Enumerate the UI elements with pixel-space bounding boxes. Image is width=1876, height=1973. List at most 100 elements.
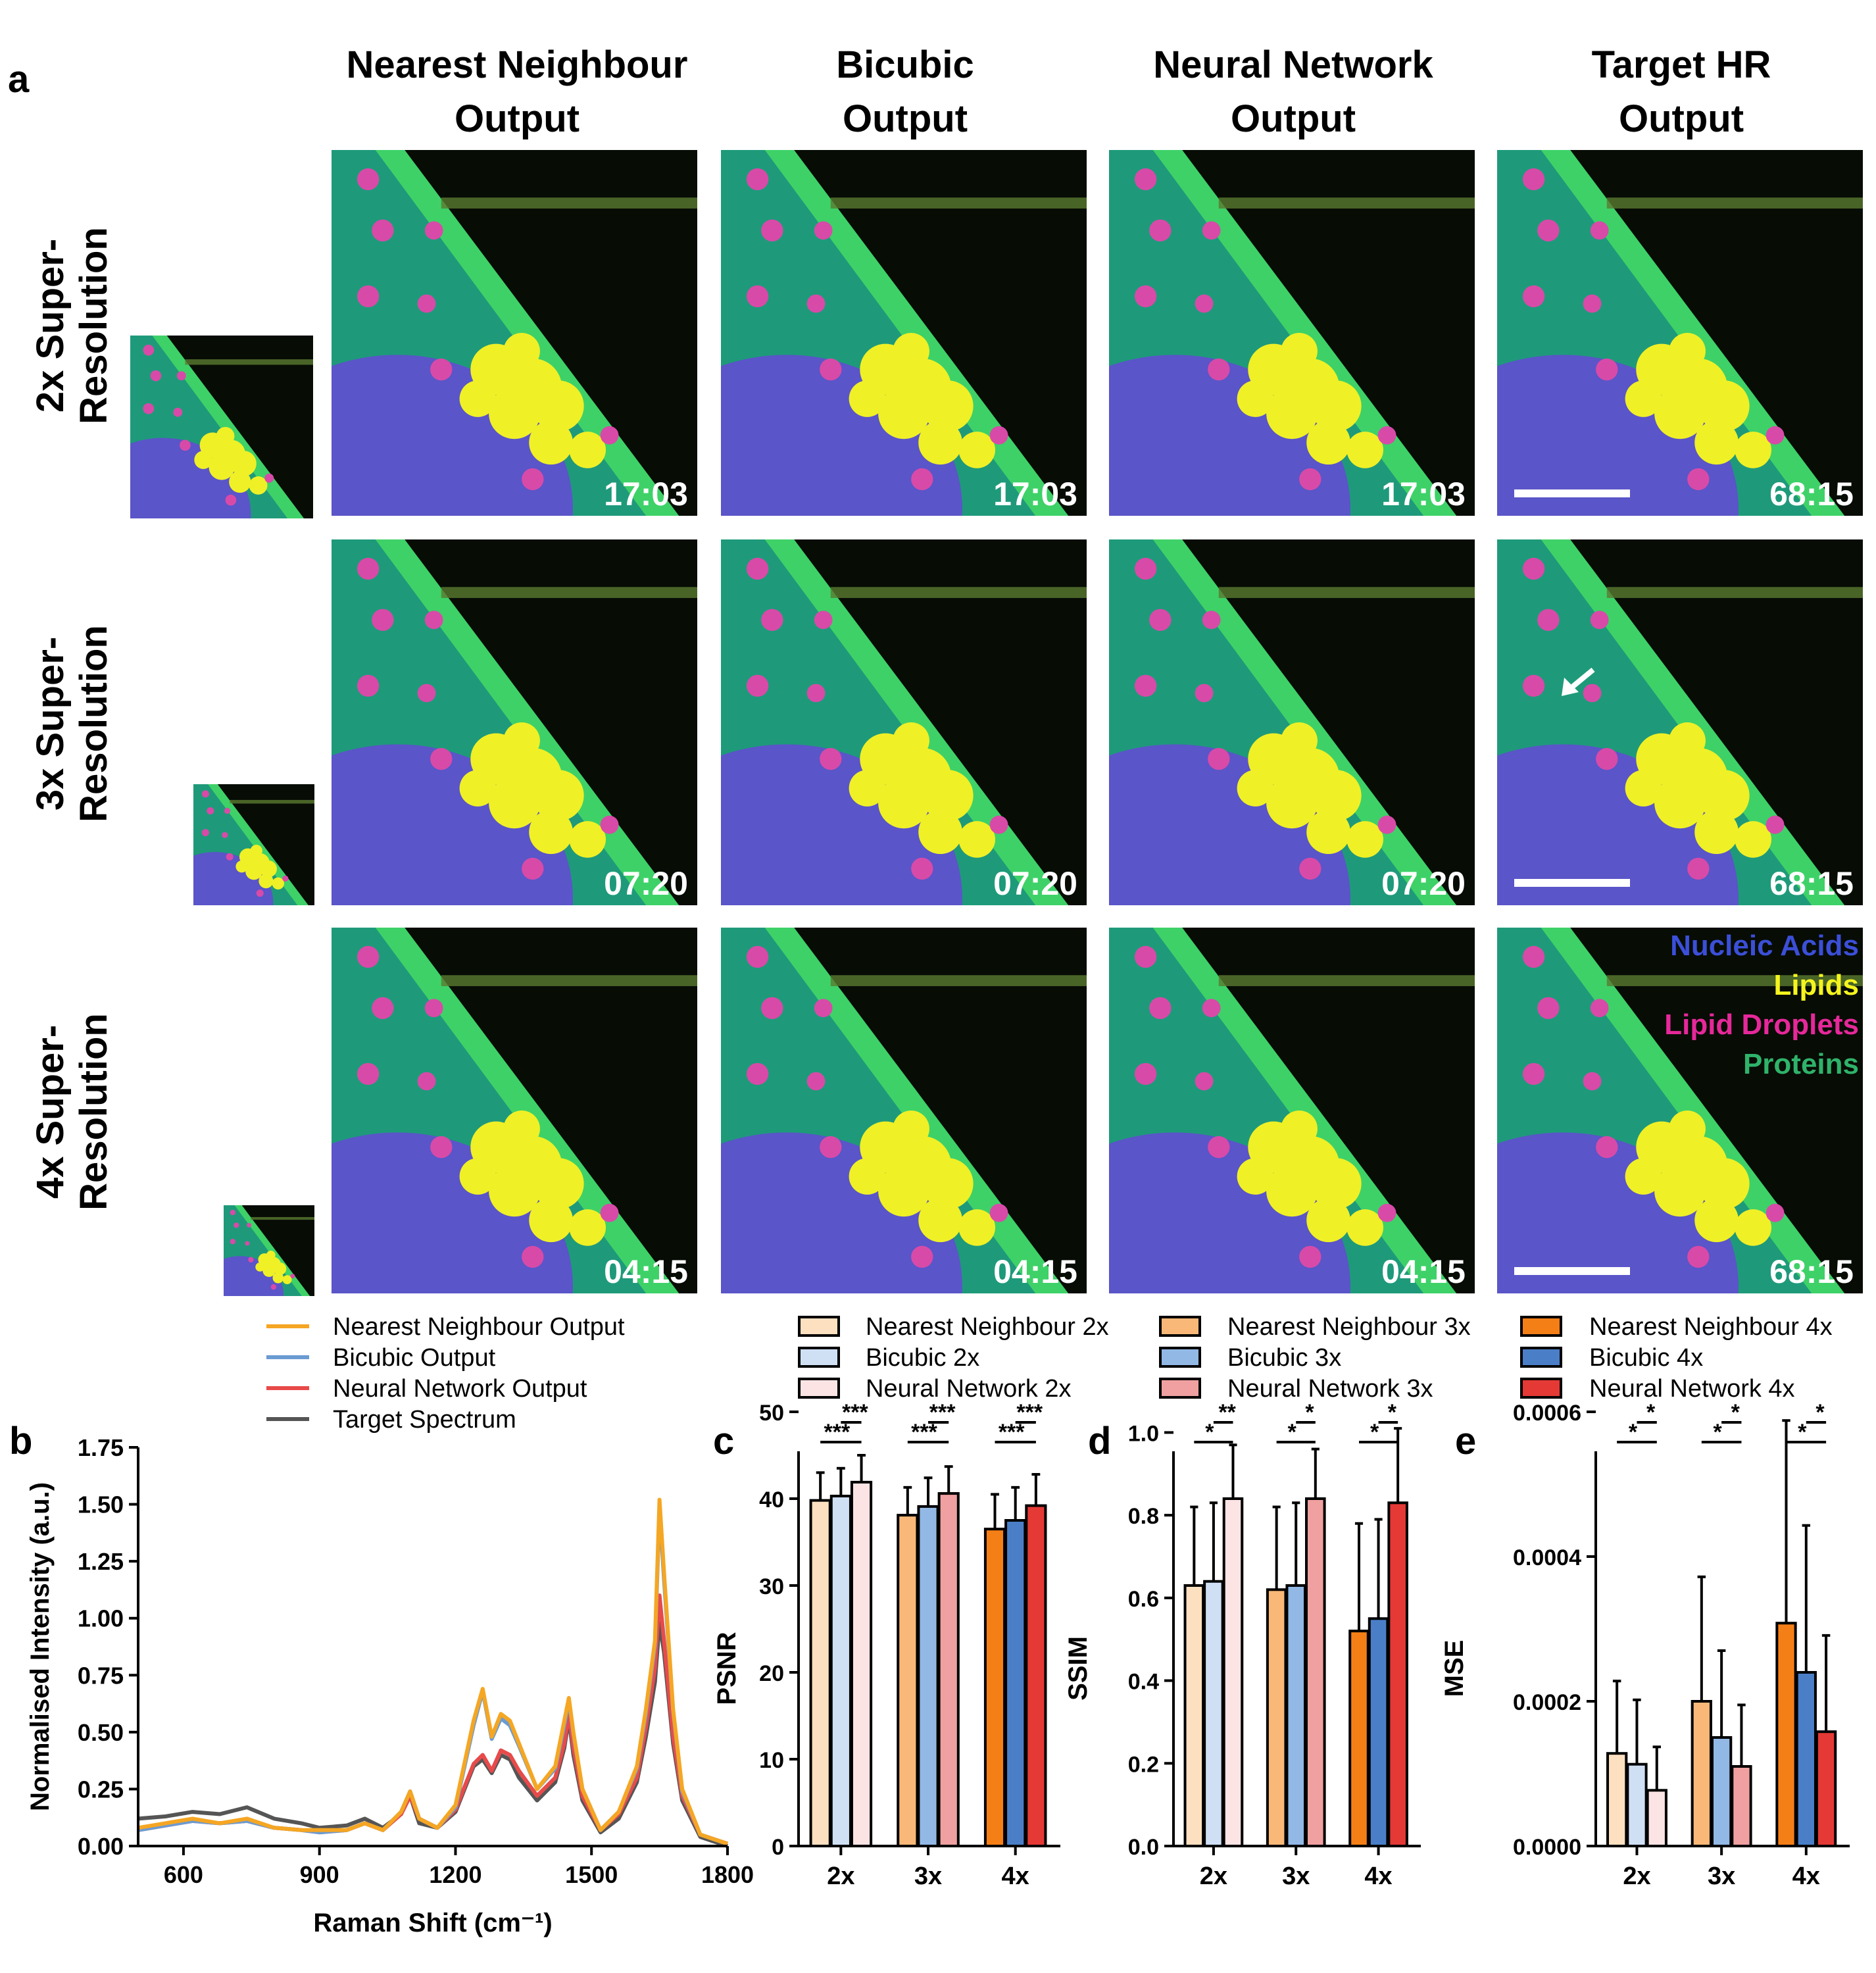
- thumbnail-4x-droplet-2: [247, 1222, 252, 1228]
- y-tick-label: 0.0006: [1513, 1401, 1581, 1426]
- y-tick-label: 30: [759, 1574, 784, 1599]
- image-row3x-col3-droplet-3: [1522, 674, 1545, 697]
- image-row2x-col0-lipid-6: [569, 432, 606, 468]
- row-header-4x-line1: 4x Super-: [29, 1025, 72, 1199]
- image-row2x-col2-lipid-2: [1266, 387, 1318, 439]
- image-row4x-col1-droplet-6: [911, 1245, 933, 1268]
- image-row3x-col0-droplet-6: [522, 857, 544, 880]
- y-tick-label: 0.25: [78, 1776, 124, 1803]
- image-row2x-col1-droplet-2: [814, 221, 833, 240]
- significance-label: *: [1305, 1400, 1314, 1425]
- thumbnail-3x-droplet-2: [224, 807, 231, 814]
- image-row2x-col3-droplet-1: [1537, 219, 1560, 241]
- thumbnail-2x-droplet-1: [150, 370, 162, 382]
- image-row3x-col3-membrane: [1541, 539, 1845, 905]
- image-row3x-col0-droplet-1: [372, 609, 394, 631]
- image-row3x-col1-lipid-6: [958, 821, 995, 858]
- image-row4x-col3-droplet-6: [1687, 1245, 1710, 1268]
- image-row3x-col3-lipid-3: [1698, 770, 1750, 822]
- image-row4x-col0-fibre: [441, 975, 697, 986]
- thumbnail-3x-lipid-3: [260, 860, 277, 878]
- bar: [1710, 1736, 1733, 1847]
- image-row3x-col1-droplet-3: [746, 674, 769, 697]
- row-header-3x-line2: Resolution: [72, 625, 115, 822]
- image-row3x-col2-droplet-5: [1208, 747, 1230, 770]
- image-row3x-col0: [332, 539, 697, 905]
- image-row2x-col0-droplet-0: [357, 168, 380, 191]
- image-row3x-col2-droplet-1: [1149, 609, 1172, 631]
- row-header-2x-line1: 2x Super-: [29, 239, 72, 412]
- image-row4x-col3-droplet-1: [1537, 997, 1560, 1019]
- image-row4x-col3-droplet-2: [1590, 999, 1609, 1018]
- x-tick-label: 2x: [1623, 1862, 1650, 1890]
- bar: [1183, 1584, 1205, 1847]
- image-row2x-col1-droplet-0: [746, 168, 769, 191]
- image-row4x-col0-droplet-6: [522, 1245, 544, 1268]
- image-row4x-col1: [721, 928, 1087, 1293]
- image-row2x-col1-lipid-5: [849, 380, 886, 417]
- bar: [1731, 1765, 1752, 1847]
- image-row3x-col2-lipid-5: [1237, 770, 1274, 807]
- chart-e: 2x 3x 4x * * * * * * 0.0000 0.0002 0.0004 0.0006 MSE: [1440, 1400, 1850, 1890]
- image-row3x-col0-droplet-3: [357, 674, 380, 697]
- y-tick-label: 0.2: [1128, 1752, 1159, 1777]
- image-row4x-col3-lipid-7: [1669, 1111, 1706, 1147]
- image-row4x-col3-membrane: [1541, 928, 1845, 1293]
- col-header-target-line2: Output: [1619, 97, 1744, 140]
- image-row4x-col3: [1497, 928, 1863, 1293]
- image-row4x-col1-lipid-6: [958, 1209, 995, 1246]
- series-line: [137, 1497, 728, 1846]
- series-line: [137, 1593, 728, 1846]
- image-row3x-col1-droplet-4: [806, 684, 826, 703]
- image-row2x-col0-droplet-5: [430, 358, 453, 381]
- thumbnail-3x-lipid-6: [272, 877, 284, 890]
- legend-label-bic4x: Bicubic 4x: [1589, 1344, 1703, 1372]
- thumbnail-3x-lipid-4: [259, 874, 274, 889]
- image-row2x-col3-lipid-5: [1625, 380, 1662, 417]
- image-row4x-col1-droplet-1: [761, 997, 783, 1019]
- image-row3x-col2-lipid-6: [1346, 821, 1383, 858]
- bar: [1305, 1497, 1326, 1847]
- significance-label: *: [1798, 1420, 1807, 1445]
- y-tick-label: 50: [759, 1401, 784, 1426]
- legend-swatch-nn4x: [1520, 1316, 1562, 1337]
- time-label: 04:15: [604, 1253, 688, 1290]
- image-row4x-col2-fibre: [1218, 975, 1475, 986]
- row-header-4x-line2: Resolution: [72, 1013, 115, 1211]
- image-row4x-col1-droplet-7: [989, 1203, 1008, 1222]
- image-row2x-col0-lipid-2: [489, 387, 540, 439]
- significance-label: *: [1388, 1400, 1397, 1425]
- image-row2x-col1-droplet-6: [911, 468, 933, 491]
- thumbnail-3x-lipid-2: [245, 862, 262, 880]
- row-header-2x-line2: Resolution: [72, 227, 115, 424]
- bar: [1266, 1588, 1287, 1847]
- scale-bar: [1514, 1267, 1630, 1275]
- image-row4x-col1-droplet-2: [814, 999, 833, 1018]
- arrow-head: [1562, 678, 1579, 696]
- x-tick-label: 1500: [565, 1861, 618, 1888]
- legend-label-nn3x: Nearest Neighbour 3x: [1227, 1313, 1471, 1341]
- thumbnail-4x-lipid-4: [272, 1272, 284, 1284]
- thumbnail-2x-droplet-0: [143, 344, 155, 356]
- image-row3x-col2-lipid-4: [1306, 810, 1350, 855]
- image-row3x-col2-droplet-4: [1195, 684, 1214, 703]
- legend-swatch-bic2x: [798, 1347, 840, 1368]
- bar: [1025, 1504, 1047, 1848]
- thumbnail-4x-fibre: [251, 1216, 314, 1220]
- image-row2x-col2-lipid-4: [1306, 420, 1350, 465]
- image-row3x-col2-droplet-0: [1134, 557, 1157, 580]
- y-tick-label: 0.0002: [1513, 1690, 1581, 1715]
- bar: [1691, 1700, 1712, 1847]
- legend-label-neural4x: Neural Network 4x: [1589, 1375, 1795, 1403]
- image-row4x-col2-lipid-2: [1266, 1165, 1318, 1217]
- image-row3x-col2-droplet-3: [1134, 674, 1157, 697]
- scale-bar: [1514, 879, 1630, 887]
- x-tick-label: 3x: [914, 1862, 942, 1890]
- bar: [983, 1528, 1006, 1847]
- legend-label-bic3x: Bicubic 3x: [1227, 1344, 1341, 1372]
- image-row2x-col2-droplet-4: [1195, 294, 1214, 313]
- image-row4x-col2-droplet-3: [1134, 1062, 1157, 1086]
- image-row3x-col3-lipid-2: [1654, 777, 1706, 829]
- image-row2x-col0-lipid-7: [503, 333, 540, 370]
